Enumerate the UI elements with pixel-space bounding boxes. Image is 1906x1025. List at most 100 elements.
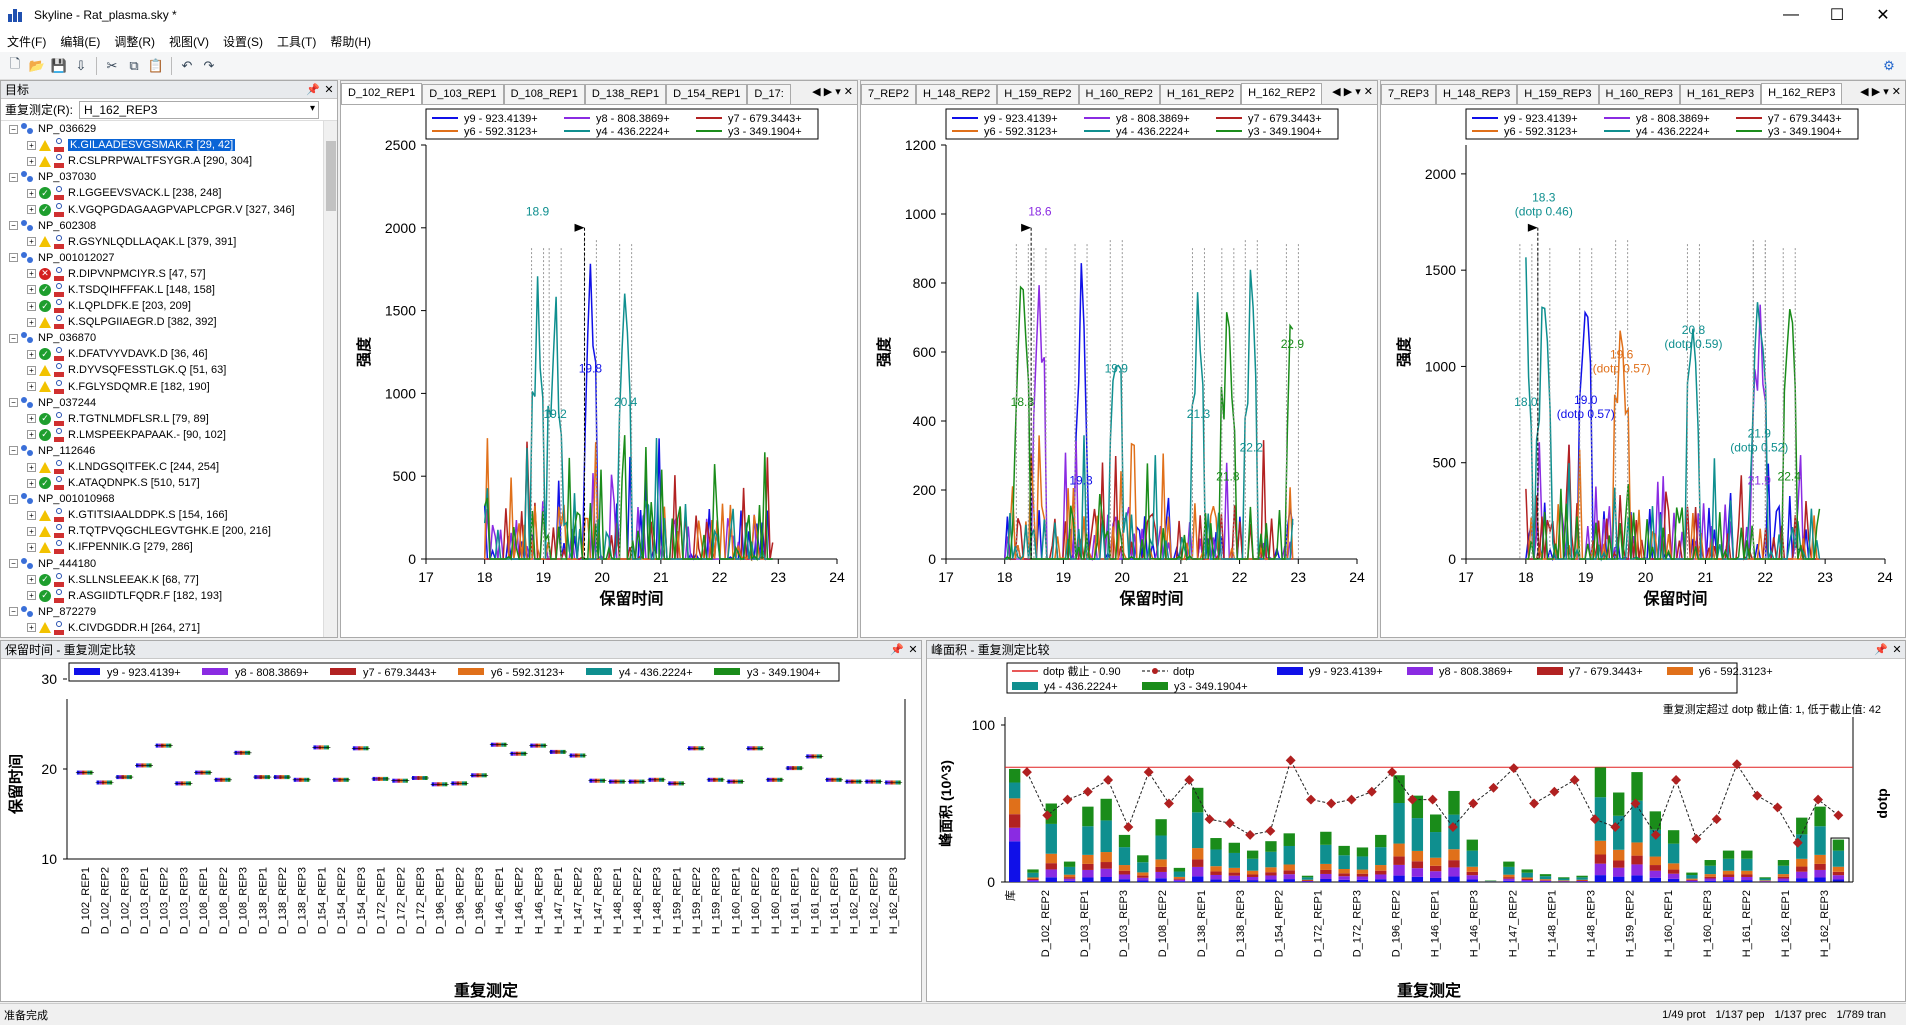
peptide-node[interactable]: + ✓ K.SLLNSLEEAK.K [68, 77] bbox=[1, 572, 323, 588]
tab-replicate[interactable]: D_108_REP1 bbox=[503, 84, 585, 104]
peptide-node[interactable]: + R.TQTPVQGCHLEGVTGHK.E [200, 216] bbox=[1, 523, 323, 539]
tab-nav-controls[interactable]: ◀ ▶ ▾ ✕ bbox=[809, 85, 853, 98]
peptide-node[interactable]: + ✕ R.DIPVNPMCIYR.S [47, 57] bbox=[1, 266, 323, 282]
expand-icon[interactable]: + bbox=[27, 237, 36, 247]
rt-box[interactable] bbox=[135, 763, 153, 768]
area-bar[interactable] bbox=[1246, 850, 1259, 882]
area-bar[interactable] bbox=[1228, 842, 1241, 882]
expand-icon[interactable]: + bbox=[27, 510, 36, 520]
rt-box[interactable] bbox=[411, 776, 429, 780]
peptide-node[interactable]: + ✓ K.LQPLDFK.E [203, 209] bbox=[1, 298, 323, 314]
pin-icon[interactable]: 📌 bbox=[1874, 644, 1888, 656]
panel-close-icon[interactable]: ✕ bbox=[1892, 644, 1902, 656]
rt-box[interactable] bbox=[667, 781, 686, 786]
copy-icon[interactable]: ⧉ bbox=[129, 57, 139, 73]
protein-node[interactable]: − NP_602308 bbox=[1, 218, 323, 234]
area-bar[interactable] bbox=[1466, 839, 1478, 882]
expand-icon[interactable]: + bbox=[27, 285, 36, 295]
expand-icon[interactable]: + bbox=[27, 623, 36, 633]
chromatogram-plot[interactable]: y9 - 923.4139+ y8 - 808.3869+ y7 - 679.344… bbox=[341, 105, 857, 639]
area-bar[interactable] bbox=[1082, 806, 1094, 882]
redo-icon[interactable]: ↷ bbox=[203, 57, 215, 73]
area-bar[interactable] bbox=[1832, 839, 1845, 882]
rt-box[interactable] bbox=[213, 777, 232, 782]
minimize-button[interactable]: — bbox=[1783, 6, 1799, 23]
rt-box[interactable] bbox=[391, 778, 410, 783]
peptide-node[interactable]: + ✓ K.DFATVYVDAVK.D [36, 46] bbox=[1, 346, 323, 362]
tab-replicate[interactable]: H_162_REP2 bbox=[1241, 83, 1323, 104]
area-bar[interactable] bbox=[1137, 855, 1149, 882]
chromatogram-plot[interactable]: y9 - 923.4139+ y8 - 808.3869+ y7 - 679.344… bbox=[1381, 105, 1905, 639]
area-bar[interactable] bbox=[1210, 838, 1222, 882]
cut-icon[interactable]: ✂ bbox=[106, 57, 118, 73]
peptide-node[interactable]: + K.GTITSIAALDDPK.S [154, 166] bbox=[1, 507, 323, 523]
expand-icon[interactable]: + bbox=[27, 382, 36, 392]
area-bar[interactable] bbox=[1356, 847, 1369, 882]
expand-icon[interactable]: + bbox=[27, 140, 36, 150]
expand-icon[interactable]: + bbox=[27, 188, 36, 198]
tab-replicate[interactable]: D_17: bbox=[747, 84, 791, 104]
close-button[interactable]: ✕ bbox=[1876, 7, 1890, 24]
rt-box[interactable] bbox=[608, 779, 627, 784]
expand-icon[interactable]: + bbox=[27, 591, 36, 601]
area-bar[interactable] bbox=[1484, 880, 1497, 882]
rt-box[interactable] bbox=[884, 780, 903, 785]
rt-box[interactable] bbox=[450, 781, 469, 786]
area-bar[interactable] bbox=[1796, 817, 1808, 882]
area-bar[interactable] bbox=[1283, 833, 1295, 882]
area-bar[interactable] bbox=[1594, 767, 1607, 882]
tab-replicate[interactable]: D_138_REP1 bbox=[584, 84, 667, 104]
area-bar[interactable] bbox=[1100, 798, 1112, 882]
protein-node[interactable]: − NP_036870 bbox=[1, 330, 323, 346]
tab-replicate[interactable]: H_161_REP3 bbox=[1679, 84, 1762, 104]
collapse-icon[interactable]: − bbox=[9, 172, 18, 182]
rt-box[interactable] bbox=[746, 746, 765, 751]
undo-icon[interactable]: ↶ bbox=[181, 57, 193, 73]
new-icon[interactable]: 🗋 bbox=[9, 55, 21, 71]
peptide-node[interactable]: + K.FGLYSDQMR.E [182, 190] bbox=[1, 379, 323, 395]
expand-icon[interactable]: + bbox=[27, 365, 36, 375]
peptide-node[interactable]: + K.GILAADESVGSMAK.R [29, 42] bbox=[1, 137, 323, 153]
pin-icon[interactable]: 📌 bbox=[890, 644, 904, 656]
area-bar[interactable] bbox=[1521, 869, 1533, 882]
tab-replicate[interactable]: H_148_REP2 bbox=[915, 84, 998, 104]
collapse-icon[interactable]: − bbox=[9, 398, 18, 408]
panel-close-icon[interactable]: ✕ bbox=[908, 644, 918, 656]
import-icon[interactable]: ⇩ bbox=[75, 57, 87, 73]
menu-edit[interactable]: 编辑(E) bbox=[60, 34, 101, 49]
area-bar[interactable] bbox=[1777, 860, 1790, 882]
protein-node[interactable]: − NP_444180 bbox=[1, 556, 323, 572]
peptide-node[interactable]: + K.IFPENNIK.G [279, 286] bbox=[1, 539, 323, 555]
expand-icon[interactable]: + bbox=[27, 478, 36, 488]
tree-scrollbar[interactable] bbox=[323, 121, 337, 637]
area-bar[interactable] bbox=[1814, 806, 1826, 882]
peptide-node[interactable]: + ✓ R.ASGIIDTLFQDR.F [182, 193] bbox=[1, 588, 323, 604]
area-bar[interactable] bbox=[1009, 768, 1021, 882]
rt-box[interactable] bbox=[194, 770, 213, 775]
rt-box[interactable] bbox=[706, 777, 725, 782]
peptide-node[interactable]: + K.CIVDGDDR.H [264, 271] bbox=[1, 620, 323, 636]
area-bar[interactable] bbox=[1027, 869, 1039, 882]
area-bar[interactable] bbox=[1576, 875, 1588, 882]
rt-box[interactable] bbox=[844, 779, 863, 784]
tab-replicate[interactable]: H_160_REP3 bbox=[1598, 84, 1680, 104]
rt-box[interactable] bbox=[273, 775, 291, 780]
tab-nav-controls[interactable]: ◀ ▶ ▾ ✕ bbox=[1857, 85, 1901, 98]
save-icon[interactable]: 💾 bbox=[50, 57, 68, 73]
rt-box[interactable] bbox=[174, 781, 193, 786]
protein-node[interactable]: − NP_001010968 bbox=[1, 491, 323, 507]
peak-marker-flag[interactable] bbox=[574, 223, 585, 232]
collapse-icon[interactable]: − bbox=[9, 221, 18, 231]
expand-icon[interactable]: + bbox=[27, 575, 36, 585]
peak-area-chart[interactable]: dotp 截止 - 0.90 dotp y9 - 923.4139+ y8 - 808… bbox=[927, 659, 1905, 1001]
rt-box[interactable] bbox=[726, 779, 745, 784]
collapse-icon[interactable]: − bbox=[9, 559, 18, 569]
area-bar[interactable] bbox=[1338, 845, 1350, 882]
rt-box[interactable] bbox=[332, 777, 351, 782]
rt-box[interactable] bbox=[825, 777, 843, 782]
peptide-node[interactable]: + ✓ R.LGGEEVSVACK.L [238, 248] bbox=[1, 185, 323, 201]
expand-icon[interactable]: + bbox=[27, 526, 36, 536]
expand-icon[interactable]: + bbox=[27, 349, 36, 359]
tab-replicate[interactable]: H_161_REP2 bbox=[1159, 84, 1242, 104]
menu-refine[interactable]: 调整(R) bbox=[114, 34, 155, 49]
